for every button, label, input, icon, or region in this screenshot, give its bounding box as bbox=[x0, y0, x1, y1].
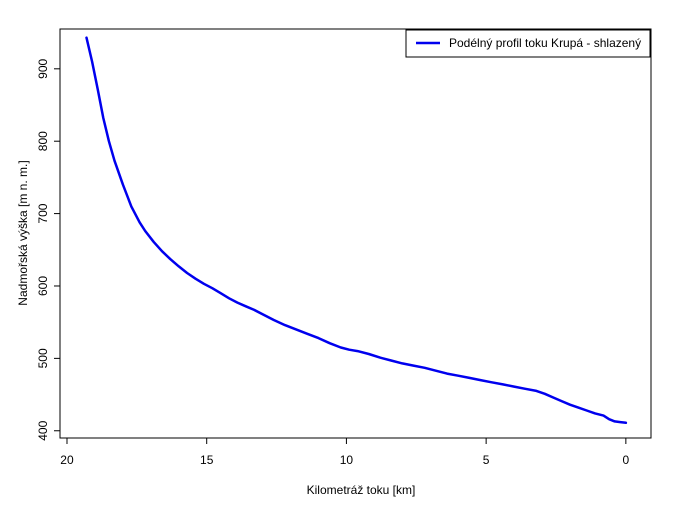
x-tick-label: 20 bbox=[60, 453, 74, 467]
x-tick-label: 5 bbox=[483, 453, 490, 467]
x-tick-label: 0 bbox=[623, 453, 630, 467]
y-tick-label: 500 bbox=[36, 348, 50, 368]
x-tick-label: 15 bbox=[200, 453, 214, 467]
legend: Podélný profil toku Krupá - shlazený bbox=[405, 29, 651, 58]
y-tick-label: 400 bbox=[36, 420, 50, 440]
y-tick-label: 800 bbox=[36, 131, 50, 151]
legend-label: Podélný profil toku Krupá - shlazený bbox=[449, 36, 641, 50]
series-line bbox=[85, 36, 628, 425]
y-tick-label: 900 bbox=[36, 58, 50, 78]
x-tick-label: 10 bbox=[340, 453, 354, 467]
y-tick-label: 700 bbox=[36, 203, 50, 223]
x-axis-title: Kilometráž toku [km] bbox=[307, 483, 416, 497]
legend-box bbox=[405, 29, 651, 58]
y-axis: 400 500 600 700 800 900 bbox=[36, 58, 60, 441]
plot-frame bbox=[59, 28, 652, 439]
x-axis: 20 15 10 5 0 bbox=[60, 438, 630, 467]
y-axis-title: Nadmořská výška [m n. m.] bbox=[16, 160, 30, 305]
y-tick-label: 600 bbox=[36, 276, 50, 296]
